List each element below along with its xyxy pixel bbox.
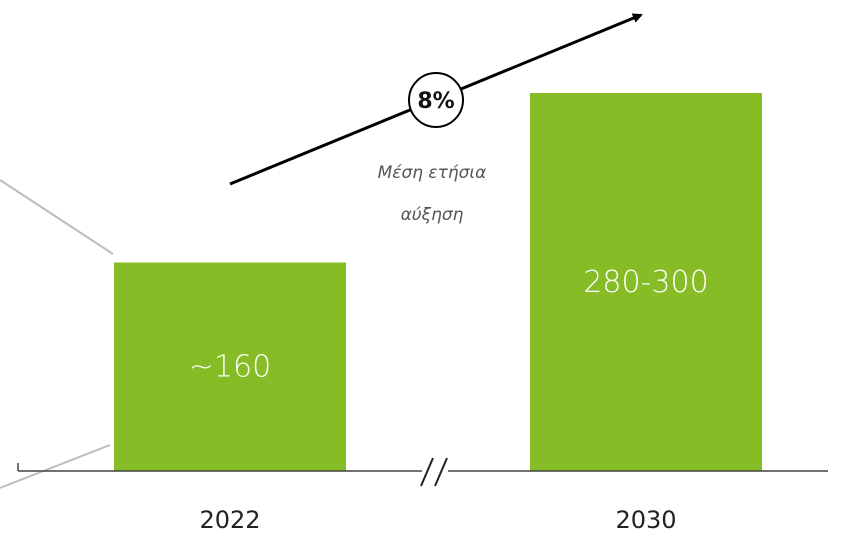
growth-rate-badge: 8% [408,72,464,128]
bars-group: ~160 2022 280-300 2030 [114,93,762,534]
bar-value-label-2022: ~160 [189,350,271,385]
connector-line-top [0,179,114,255]
bar-2022 [114,262,346,471]
bar-2030 [530,93,762,472]
annotation-line-2: αύξηση [401,205,464,225]
bar-value-label-2030: 280-300 [583,265,708,300]
connector-line-bottom [0,444,111,489]
growth-rate-circle [408,72,464,128]
annotation-line-1: Μέση ετήσια [378,163,487,183]
x-tick-label-2030: 2030 [615,506,676,534]
axis-break-marker [420,457,448,487]
growth-rate-label: 8% [417,89,454,114]
x-tick-label-2022: 2022 [199,506,260,534]
